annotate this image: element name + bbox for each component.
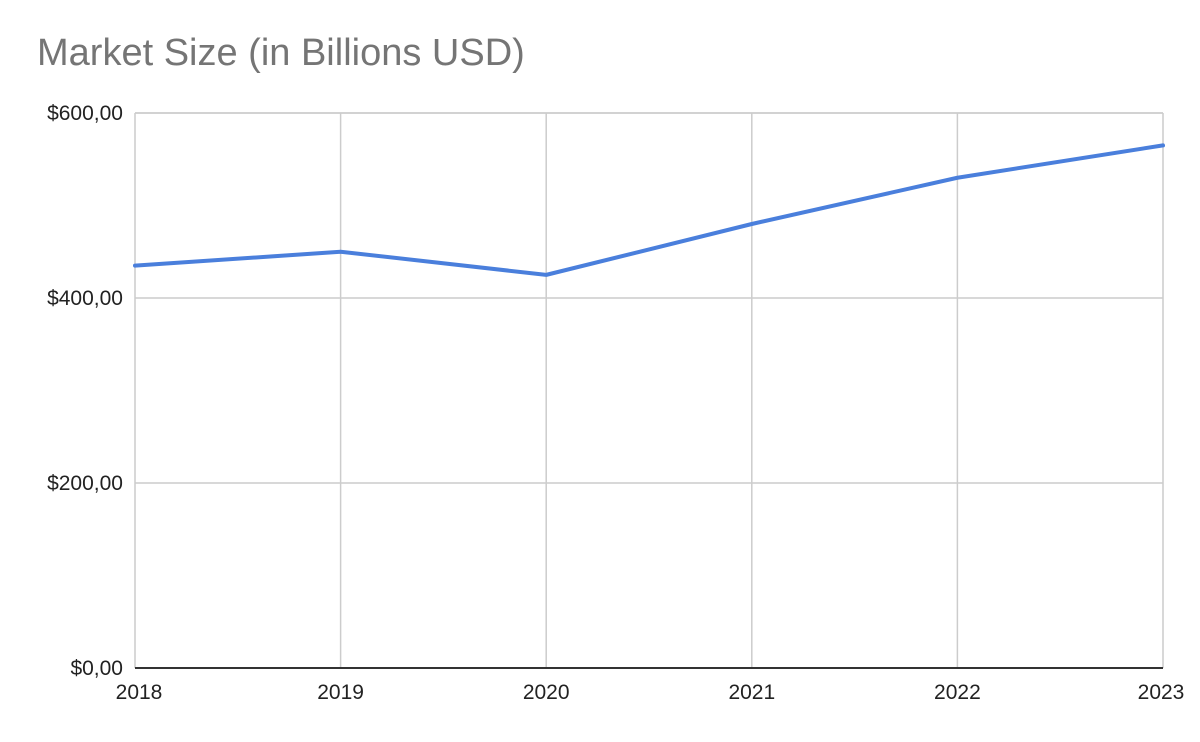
x-tick-label: 2018 — [116, 681, 163, 704]
y-tick-label: $0,00 — [70, 657, 123, 680]
y-tick-label: $600,00 — [47, 102, 123, 125]
axes — [134, 113, 1163, 669]
series-layer — [133, 143, 1165, 277]
x-tick-label: 2020 — [523, 681, 570, 704]
y-tick-label: $400,00 — [47, 287, 123, 310]
x-tick-label: 2023 — [1138, 681, 1185, 704]
chart-title: Market Size (in Billions USD) — [37, 32, 525, 74]
y-tick-label: $200,00 — [47, 472, 123, 495]
x-tick-label: 2019 — [317, 681, 364, 704]
x-tick-label: 2021 — [728, 681, 775, 704]
series-line — [133, 143, 1165, 277]
grid-lines — [135, 112, 1164, 668]
x-tick-label: 2022 — [934, 681, 981, 704]
tick-labels: $0,00 $200,00 $400,00 $600,00 2018 2019 2020 20… — [47, 102, 1184, 704]
